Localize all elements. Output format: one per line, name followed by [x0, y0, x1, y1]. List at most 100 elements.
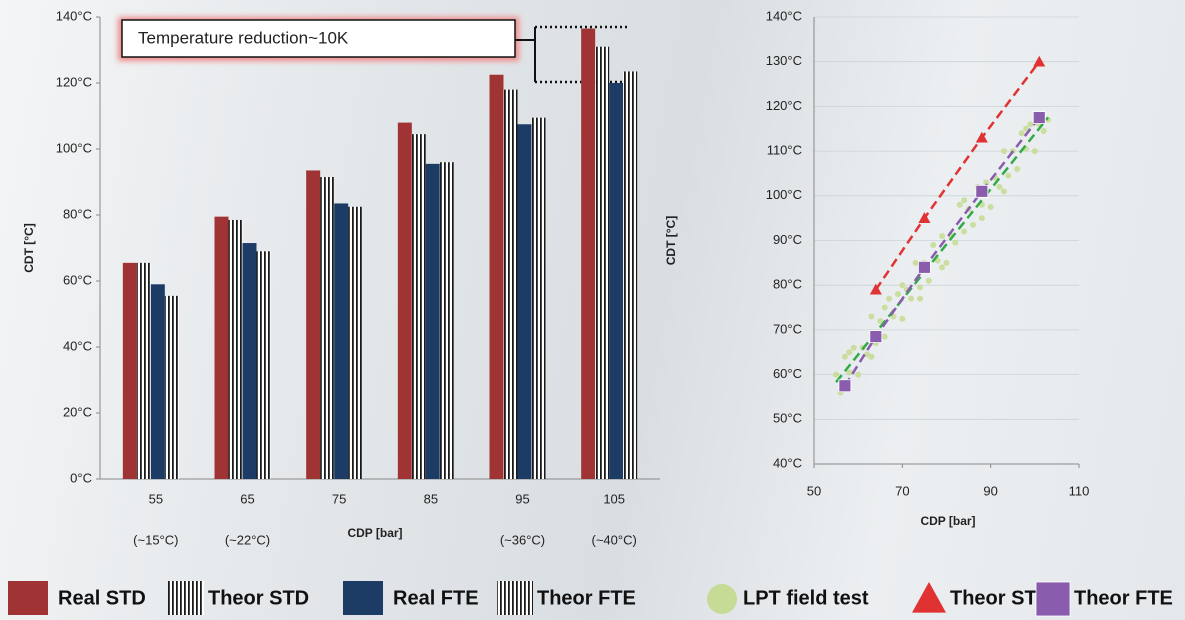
y-tick-label: 80°C: [63, 206, 92, 221]
x-tick-label: 55: [149, 491, 163, 506]
scatter-point: [1005, 173, 1011, 179]
scatter-point: [944, 260, 950, 266]
scatter-point: [1027, 121, 1033, 127]
y-tick-label: 140°C: [56, 8, 92, 23]
y-tick-label: 50°C: [773, 411, 802, 426]
legend-label: Theor FTE: [1074, 587, 1173, 609]
y-tick-label: 90°C: [773, 232, 802, 247]
y-tick-label: 20°C: [63, 404, 92, 419]
legend-label: Real STD: [58, 587, 146, 609]
legend-marker: [1036, 582, 1070, 616]
bar: [532, 118, 546, 479]
bar: [137, 263, 151, 479]
y-tick-label: 40°C: [773, 455, 802, 470]
scatter-point: [842, 354, 848, 360]
y-tick-label: 0°C: [70, 470, 92, 485]
scatter-point: [926, 278, 932, 284]
scatter-point: [846, 349, 852, 355]
bar: [165, 296, 179, 479]
scatter-point: [1041, 128, 1047, 134]
bar: [348, 207, 362, 479]
scatter-point: [882, 334, 888, 340]
scatter-point: [1001, 188, 1007, 194]
x-tick-label: 85: [424, 491, 438, 506]
y-tick-label: 100°C: [56, 140, 92, 155]
bar: [257, 251, 271, 479]
bar: [609, 83, 623, 479]
bar: [229, 220, 243, 479]
scatter-point: [1001, 148, 1007, 154]
bar: [151, 284, 165, 479]
bar: [518, 124, 532, 479]
bar: [595, 47, 609, 479]
scatter-point: [886, 296, 892, 302]
legend-label: LPT field test: [743, 587, 869, 609]
scatter-point: [961, 229, 967, 235]
y-axis-title: CDT [°C]: [22, 223, 36, 272]
x-tick-label: 50: [807, 483, 821, 498]
plots: 0°C 20°C 40°C 60°C 80°C 100°C 120°C 140°C CDP [b…: [8, 8, 1173, 616]
scatter-point: [979, 215, 985, 221]
scatter-point: [1033, 112, 1045, 124]
scatter-point: [930, 242, 936, 248]
scatter-point: [976, 185, 988, 197]
x-tick-label: 110: [1069, 483, 1090, 498]
legend-label: Theor FTE: [537, 587, 636, 609]
figure: Temperature reduction~10K 0°C 20°C 40°C 60°…: [0, 0, 1185, 620]
y-tick-label: 120°C: [56, 74, 92, 89]
legend-label: Theor STD: [208, 587, 309, 609]
bar: [320, 177, 334, 479]
scatter-point: [917, 284, 923, 290]
bar: [623, 71, 637, 479]
y-tick-label: 100°C: [766, 187, 802, 202]
page: {"chart_data":[ {"type":"bar","annotatio…: [0, 0, 1185, 620]
dashed-line: [876, 62, 1039, 290]
bar: [504, 90, 518, 479]
x-tick-note: (~36°C): [500, 532, 545, 547]
x-tick-label: 70: [895, 483, 909, 498]
bar: [306, 170, 320, 479]
legend-marker: [168, 581, 204, 615]
y-tick-label: 60°C: [63, 272, 92, 287]
y-tick-label: 80°C: [773, 277, 802, 292]
x-tick-label: 65: [240, 491, 254, 506]
scatter-point: [939, 264, 945, 270]
scatter-point: [908, 296, 914, 302]
bar: [490, 75, 504, 479]
scatter-point: [870, 331, 882, 343]
y-tick-label: 110°C: [767, 143, 802, 158]
bar: [581, 29, 595, 479]
legend-marker: [8, 581, 48, 615]
y-tick-label: 140°C: [766, 8, 802, 23]
scatter-point: [918, 261, 930, 273]
bar: [243, 243, 257, 479]
x-axis-title: CDP [bar]: [347, 526, 402, 540]
scatter-point: [988, 204, 994, 210]
scatter-point: [899, 282, 905, 288]
legend-label: Real FTE: [393, 587, 479, 609]
x-tick-label: 90: [983, 483, 997, 498]
x-tick-label: 95: [515, 491, 529, 506]
scatter-point: [895, 291, 901, 297]
scatter-point: [952, 240, 958, 246]
scatter-point: [833, 372, 839, 378]
y-tick-label: 130°C: [766, 53, 802, 68]
y-tick-label: 40°C: [63, 338, 92, 353]
x-tick-note: (~22°C): [225, 532, 270, 547]
scatter-point: [917, 296, 923, 302]
scatter-point: [997, 184, 1003, 190]
x-tick-label: 105: [603, 491, 625, 506]
scatter-point: [851, 345, 857, 351]
scatter-point: [899, 316, 905, 322]
annotation: Temperature reduction~10K: [138, 28, 349, 47]
scatter-point: [1033, 56, 1045, 67]
x-axis-title: CDP [bar]: [920, 514, 975, 528]
scatter-point: [1019, 130, 1025, 136]
scatter-point: [976, 132, 988, 143]
bar: [426, 164, 440, 479]
bar: [412, 134, 426, 479]
scatter-point: [1014, 166, 1020, 172]
scatter-point: [913, 260, 919, 266]
scatter-point: [839, 380, 851, 392]
x-tick-note: (~40°C): [592, 532, 637, 547]
